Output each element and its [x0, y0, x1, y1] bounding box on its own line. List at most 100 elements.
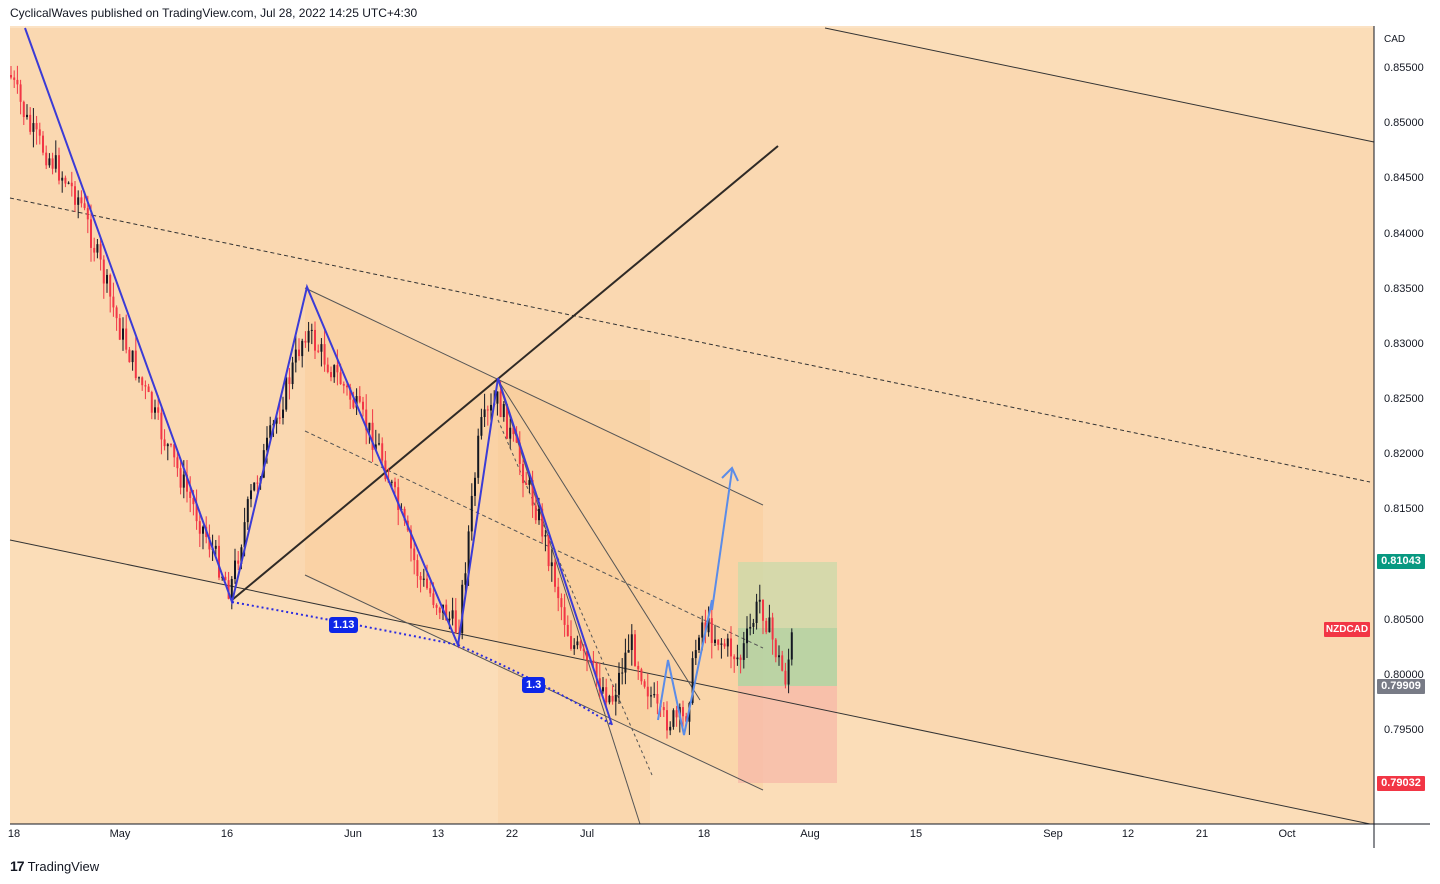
publisher-header: CyclicalWaves published on TradingView.c…: [10, 6, 418, 20]
candle-body: [346, 385, 348, 388]
price-tick-label: 0.82000: [1384, 448, 1424, 461]
candle-body: [256, 482, 259, 484]
candle-body: [694, 650, 697, 659]
candle-body: [784, 670, 787, 685]
candle-body: [595, 662, 598, 679]
candle-body: [730, 638, 732, 657]
candle-body: [787, 659, 790, 685]
candle-body: [240, 547, 243, 564]
candle-body: [275, 417, 278, 424]
candle-body: [438, 607, 441, 613]
upper-channel-zone: [10, 28, 1374, 824]
candle-body: [266, 437, 268, 451]
candle-body: [298, 349, 300, 357]
candle-body: [448, 618, 451, 621]
candle-body: [426, 578, 428, 589]
time-tick-label: Jul: [579, 828, 595, 840]
candle-body: [122, 328, 124, 340]
candle-body: [541, 508, 544, 537]
time-tick-label: May: [109, 828, 131, 840]
candle-body: [614, 694, 617, 702]
candle-body: [128, 349, 131, 363]
candle-body: [637, 665, 640, 670]
candle-body: [93, 247, 96, 253]
candle-body: [80, 197, 83, 204]
candle-body: [557, 586, 560, 599]
fib-label-113: 1.13: [329, 617, 359, 633]
diagonal-trendline: [231, 145, 779, 601]
candle-body: [48, 158, 51, 166]
candle-body: [480, 417, 483, 436]
candle-body: [99, 244, 102, 260]
candle-body: [170, 444, 172, 446]
candle-body: [672, 710, 675, 727]
candle-body: [570, 636, 572, 649]
candle-body: [35, 123, 38, 130]
candle-body: [675, 710, 678, 718]
candle-body: [646, 686, 649, 697]
candle-body: [707, 618, 710, 633]
candle-body: [627, 650, 630, 653]
candle-body: [131, 350, 134, 363]
candle-body: [154, 407, 156, 413]
candle-body: [566, 624, 569, 637]
candle-body: [390, 481, 393, 483]
time-tick-label: 12: [1121, 828, 1135, 840]
candle-body: [682, 707, 684, 717]
candle-body: [454, 610, 457, 633]
tradingview-footer[interactable]: 17 TradingView: [10, 858, 99, 874]
candle-body: [291, 362, 294, 385]
inner-mid-dashed: [304, 430, 764, 649]
candle-body: [432, 593, 435, 605]
candle-body: [90, 219, 92, 248]
candle-body: [278, 417, 281, 419]
candle-body: [490, 404, 492, 411]
candle-body: [419, 576, 422, 580]
candle-body: [378, 443, 380, 445]
candle-body: [758, 599, 761, 602]
candle-body: [371, 422, 374, 450]
candle-body: [323, 344, 326, 365]
candle-body: [374, 444, 377, 450]
candle-body: [602, 687, 604, 692]
candle-body: [634, 634, 636, 666]
candle-body: [195, 504, 198, 522]
candle-body: [550, 562, 553, 567]
price-tick-label: 0.79500: [1384, 724, 1424, 736]
candle-body: [83, 203, 86, 209]
currency-label: CAD: [1384, 34, 1406, 45]
candle-body: [218, 545, 220, 578]
candle-body: [339, 372, 342, 385]
candle-body: [534, 505, 537, 521]
candle-body: [234, 560, 236, 580]
candle-body: [13, 77, 16, 80]
candle-body: [141, 377, 144, 386]
candle-body: [362, 401, 364, 410]
candle-body: [512, 427, 515, 435]
candle-body: [365, 409, 368, 431]
candle-body: [560, 598, 563, 608]
candle-body: [666, 710, 668, 731]
candle-body: [579, 641, 582, 649]
candle-body: [253, 482, 256, 491]
time-tick-label: 15: [909, 828, 923, 840]
price-tick-label: 0.80000: [1384, 668, 1424, 681]
price-tick-label: 0.84000: [1384, 227, 1424, 240]
candle-body: [752, 622, 755, 627]
fan-line-2: [497, 379, 701, 701]
candle-body: [333, 365, 336, 378]
candle-body: [486, 409, 489, 411]
candle-body: [723, 643, 726, 647]
price-tick-label: 0.80500: [1384, 613, 1424, 626]
price-tick-label: 0.85000: [1384, 117, 1424, 130]
candle-body: [144, 385, 147, 387]
candle-body: [214, 545, 217, 549]
fib-label-13: 1.3: [522, 677, 546, 693]
candle-body: [176, 457, 179, 469]
candle-body: [582, 648, 585, 652]
candlesticks: [10, 65, 793, 739]
candle-body: [186, 474, 188, 492]
price-badge: 0.79032: [1377, 775, 1425, 791]
candle-body: [531, 480, 534, 506]
